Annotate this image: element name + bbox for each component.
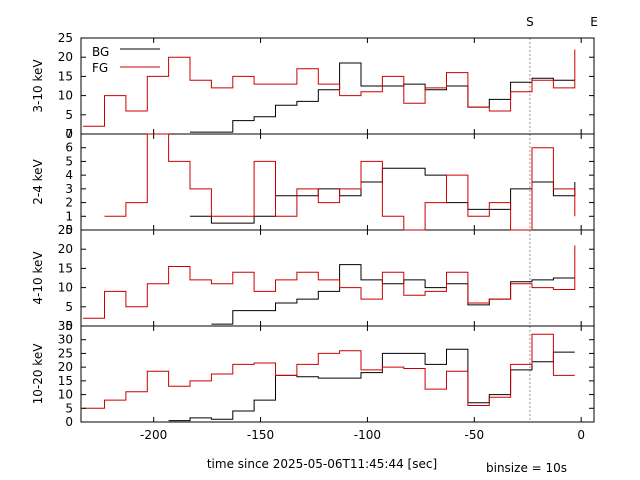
panel-2-ytick-label: 4 bbox=[65, 168, 73, 182]
panel-4-ylabel: 10-20 keV bbox=[31, 343, 45, 405]
panel-3-ylabel: 4-10 keV bbox=[31, 251, 45, 305]
panel-2-frame bbox=[80, 133, 595, 231]
panel-3-ytick-label: 0 bbox=[65, 319, 73, 333]
panel-3-series-fg bbox=[83, 245, 576, 319]
series-layer bbox=[83, 49, 576, 422]
panel-4-frame bbox=[80, 325, 595, 423]
x-tick-label: -150 bbox=[247, 428, 274, 442]
panel-4-ytick-label: 5 bbox=[65, 401, 73, 415]
panel-3-frame bbox=[80, 229, 595, 327]
panel-2-ytick-label: 2 bbox=[65, 196, 73, 210]
panel-2-ytick-label: 7 bbox=[65, 127, 73, 141]
panel-2-series-fg bbox=[104, 133, 576, 231]
x-axis-label: time since 2025-05-06T11:45:44 [sec] bbox=[207, 457, 437, 471]
panel-1-ytick-label: 10 bbox=[58, 89, 73, 103]
marker-label-e: E bbox=[590, 15, 598, 29]
panel-3-series-bg bbox=[211, 264, 575, 325]
panel-2-ytick-label: 6 bbox=[65, 141, 73, 155]
panel-4-ytick-label: 20 bbox=[58, 360, 73, 374]
panel-1-ylabel: 3-10 keV bbox=[31, 59, 45, 113]
legend-label-fg: FG bbox=[92, 61, 108, 75]
panel-2-ytick-label: 3 bbox=[65, 182, 73, 196]
panel-4-ytick-label: 35 bbox=[58, 319, 73, 333]
plot-frames bbox=[80, 37, 595, 423]
x-tick-label: 0 bbox=[577, 428, 585, 442]
panel-4-series-fg bbox=[83, 333, 575, 409]
panel-3-ytick-label: 25 bbox=[58, 223, 73, 237]
panel-1-ytick-label: 15 bbox=[58, 69, 73, 83]
panel-4-ytick-label: 10 bbox=[58, 388, 73, 402]
panel-2-ytick-label: 0 bbox=[65, 223, 73, 237]
panel-4-series-bg bbox=[168, 348, 575, 422]
panel-2-ytick-label: 5 bbox=[65, 154, 73, 168]
legend-label-bg: BG bbox=[92, 45, 109, 59]
panel-4-ytick-label: 30 bbox=[58, 333, 73, 347]
x-tick-label: -200 bbox=[140, 428, 167, 442]
panel-1-ytick-label: 25 bbox=[58, 31, 73, 45]
x-tick-label: -50 bbox=[464, 428, 484, 442]
panel-3-ytick-label: 20 bbox=[58, 242, 73, 256]
marker-label-s: S bbox=[526, 15, 534, 29]
panel-1-frame bbox=[80, 37, 595, 135]
panel-3-ytick-label: 5 bbox=[65, 300, 73, 314]
panel-3-ytick-label: 15 bbox=[58, 261, 73, 275]
binsize-label: binsize = 10s bbox=[486, 461, 567, 475]
panel-2-ylabel: 2-4 keV bbox=[31, 158, 45, 204]
legend: BG FG bbox=[92, 45, 160, 75]
panel-1-ytick-label: 0 bbox=[65, 127, 73, 141]
panel-1-ytick-label: 20 bbox=[58, 50, 73, 64]
panel-2-ytick-label: 1 bbox=[65, 209, 73, 223]
panel-4-ytick-label: 15 bbox=[58, 374, 73, 388]
panel-1-ytick-label: 5 bbox=[65, 108, 73, 122]
panel-4-ytick-label: 0 bbox=[65, 415, 73, 429]
x-tick-label: -100 bbox=[354, 428, 381, 442]
panel-4-ytick-label: 25 bbox=[58, 346, 73, 360]
panel-1-series-bg bbox=[190, 62, 575, 133]
panel-1-series-fg bbox=[83, 49, 576, 127]
panel-3-ytick-label: 10 bbox=[58, 281, 73, 295]
